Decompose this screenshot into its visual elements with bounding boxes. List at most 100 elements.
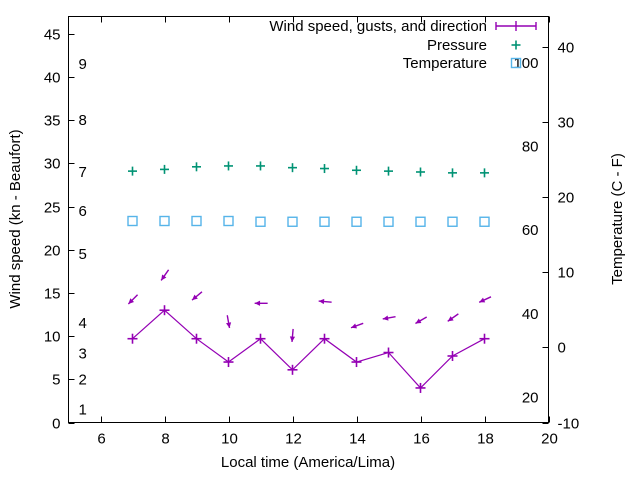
wind-speed-point (255, 333, 266, 344)
series-wind-speed (127, 305, 490, 393)
pressure-point (448, 168, 457, 178)
series-gust-direction-arrows (127, 269, 492, 343)
y-tick-label: 5 (52, 372, 60, 389)
temperature-point (255, 216, 266, 227)
y-axis-ticks (68, 34, 75, 424)
y-tick-label: 45 (44, 27, 61, 44)
beaufort-label: 6 (79, 203, 87, 220)
fahrenheit-label: 20 (522, 390, 539, 407)
pressure-point (128, 166, 137, 176)
x-axis-tick-labels: 6 8 10 12 14 16 18 20 (97, 431, 558, 448)
chart-legend: Wind speed, gusts, and direction Pressure… (269, 18, 537, 72)
temperature-point (447, 216, 458, 227)
fahrenheit-scale-labels: 20 40 60 80 100 (513, 55, 538, 407)
gust-direction-arrow (447, 313, 459, 322)
y2-tick-label: 30 (558, 115, 575, 132)
series-pressure (128, 161, 489, 178)
y-tick-label: 10 (44, 329, 61, 346)
wind-speed-point (351, 357, 362, 368)
y-axis-tick-labels: 0 5 10 15 20 25 30 35 40 45 (44, 27, 61, 433)
beaufort-label: 7 (79, 164, 87, 181)
pressure-point (256, 161, 265, 171)
y2-tick-label: -10 (558, 416, 580, 433)
x-tick-label: 20 (541, 431, 558, 448)
gust-direction-arrow (318, 298, 332, 305)
wind-speed-point (319, 333, 330, 344)
y2-tick-label: 40 (558, 40, 575, 57)
wind-speed-line (132, 309, 485, 389)
pressure-point (384, 166, 393, 176)
legend-marker-pressure (511, 40, 521, 50)
wind-speed-point (447, 350, 458, 361)
pressure-point (320, 164, 329, 174)
gust-direction-arrow (382, 315, 396, 321)
wind-speed-point (383, 347, 394, 358)
x-tick-label: 12 (285, 431, 302, 448)
temperature-point (383, 216, 394, 227)
wind-speed-point (479, 333, 490, 344)
gust-direction-arrow (127, 294, 139, 305)
y2-axis-title: Temperature (C - F) (609, 153, 626, 285)
y-tick-label: 15 (44, 286, 61, 303)
temperature-point (159, 215, 170, 227)
beaufort-label: 8 (79, 112, 87, 129)
y2-tick-label: 0 (558, 340, 566, 357)
pressure-point (160, 164, 169, 174)
y-axis-title: Wind speed (kn - Beaufort) (7, 129, 24, 308)
plot-border (68, 16, 549, 423)
wind-speed-point (287, 364, 298, 375)
wind-speed-point (127, 333, 138, 344)
pressure-point (480, 168, 489, 178)
wind-speed-point (415, 382, 426, 393)
y-tick-label: 30 (44, 156, 61, 173)
fahrenheit-label: 80 (522, 139, 539, 156)
y2-axis-tick-labels: -10 0 10 20 30 40 (558, 40, 580, 433)
y-tick-label: 20 (44, 243, 61, 260)
temperature-point (479, 216, 490, 227)
gust-direction-arrow (160, 269, 170, 281)
fahrenheit-label: 100 (513, 55, 538, 72)
x-tick-label: 10 (221, 431, 238, 448)
temperature-point (223, 215, 234, 227)
fahrenheit-label: 60 (522, 222, 539, 239)
temperature-point (351, 216, 362, 227)
y2-tick-label: 10 (558, 265, 575, 282)
x-axis-ticks (101, 16, 550, 423)
legend-marker-temperature (510, 57, 522, 69)
x-tick-label: 6 (97, 431, 105, 448)
x-axis-title: Local time (America/Lima) (221, 454, 395, 471)
legend-label: Pressure (427, 37, 487, 54)
x-tick-label: 14 (349, 431, 366, 448)
beaufort-label: 2 (79, 371, 87, 388)
temperature-point (127, 215, 138, 227)
temperature-point (415, 216, 426, 227)
beaufort-label: 5 (79, 246, 87, 263)
pressure-point (416, 167, 425, 177)
y2-axis-ticks (542, 47, 549, 424)
pressure-point (224, 161, 233, 171)
x-tick-label: 8 (161, 431, 169, 448)
pressure-point (352, 165, 361, 175)
wind-speed-point (191, 333, 202, 344)
beaufort-scale-labels: 1 2 3 4 5 6 7 8 9 (79, 56, 87, 419)
y-tick-label: 25 (44, 200, 61, 217)
pressure-point (192, 162, 201, 172)
beaufort-label: 9 (79, 56, 87, 73)
x-tick-label: 18 (477, 431, 494, 448)
plot-frame (68, 16, 549, 423)
y-tick-label: 40 (44, 70, 61, 87)
gust-direction-arrow (415, 316, 428, 325)
x-tick-label: 16 (413, 431, 430, 448)
gust-direction-arrow (478, 296, 492, 303)
wind-speed-point (159, 305, 170, 316)
y-tick-label: 35 (44, 113, 61, 130)
gust-direction-arrow (350, 322, 364, 329)
gust-direction-arrow (254, 300, 268, 306)
y2-tick-label: 20 (558, 190, 575, 207)
gust-direction-arrow (191, 291, 203, 301)
series-temperature (127, 215, 490, 227)
y-tick-label: 0 (52, 416, 60, 433)
